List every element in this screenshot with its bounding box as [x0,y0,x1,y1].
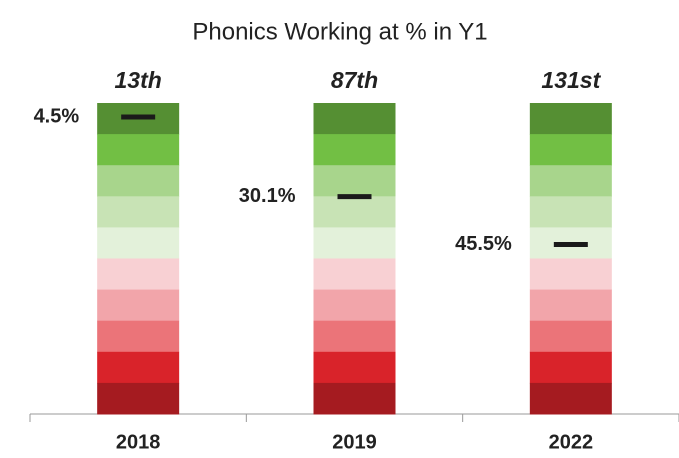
band [97,196,180,228]
value-label: 4.5% [34,105,80,127]
band [97,258,180,291]
band [529,289,612,322]
band [313,258,396,291]
band [97,227,180,259]
x-tick-label: 2018 [116,431,161,453]
band [529,103,612,135]
band [313,134,396,166]
band [97,351,180,384]
band [313,351,396,384]
chart-title: Phonics Working at % in Y1 [192,18,487,45]
band [529,320,612,353]
band [529,165,612,197]
x-tick-label: 2019 [332,431,377,453]
band [313,227,396,259]
band [313,165,396,197]
band [529,258,612,291]
rank-label: 131st [541,67,601,93]
band [97,382,180,415]
band [313,320,396,353]
band [313,103,396,135]
band [97,134,180,166]
band [313,382,396,415]
band [97,320,180,353]
band [313,289,396,322]
band [97,289,180,322]
band [529,382,612,415]
x-tick-label: 2022 [549,431,594,453]
rank-label: 87th [331,67,378,93]
rank-label: 13th [115,67,162,93]
band [529,351,612,384]
value-label: 45.5% [455,233,512,255]
band [529,134,612,166]
band [313,196,396,228]
band [529,196,612,228]
value-label: 30.1% [239,185,296,207]
band [97,165,180,197]
